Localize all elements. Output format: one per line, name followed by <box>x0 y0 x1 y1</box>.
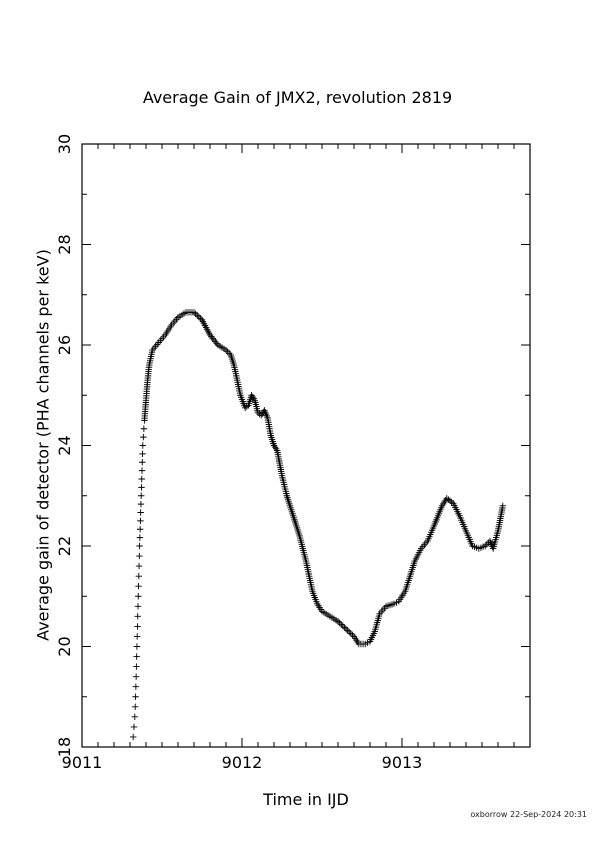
data-point <box>130 733 137 741</box>
data-point <box>339 622 346 630</box>
data-point <box>248 392 255 399</box>
data-point <box>197 315 204 322</box>
data-point <box>134 613 141 620</box>
data-point <box>132 683 140 690</box>
data-point <box>499 502 506 509</box>
data-point <box>272 445 280 453</box>
data-point <box>132 693 139 700</box>
data-point <box>349 631 356 639</box>
data-point <box>134 623 141 630</box>
data-point <box>132 703 139 710</box>
data-point <box>137 500 145 508</box>
data-point <box>344 627 351 634</box>
data-point <box>194 312 201 319</box>
data-point <box>135 593 142 600</box>
data-point <box>136 534 144 541</box>
data-point <box>271 443 279 451</box>
data-point <box>136 552 143 560</box>
y-tick-label: 20 <box>55 636 74 656</box>
data-point <box>226 350 233 357</box>
data-point <box>210 336 218 344</box>
data-point <box>134 603 142 610</box>
data-point <box>135 562 143 570</box>
data-point <box>338 621 345 628</box>
chart-title: Average Gain of JMX2, revolution 2819 <box>142 88 453 107</box>
data-point <box>136 542 143 550</box>
data-point <box>224 348 231 355</box>
x-axis-label: Time in IJD <box>263 790 349 809</box>
data-point <box>346 628 353 636</box>
plot-frame <box>81 143 531 748</box>
data-point <box>140 425 148 432</box>
data-point <box>270 442 278 449</box>
x-tick-label: 9011 <box>62 753 103 772</box>
data-point <box>138 492 145 499</box>
y-tick-label: 26 <box>55 335 74 355</box>
x-tick-label: 9012 <box>222 753 263 772</box>
y-tick-label: 28 <box>55 234 74 254</box>
x-tick-label: 9013 <box>382 753 423 772</box>
data-point <box>208 333 215 340</box>
data-point <box>206 331 214 339</box>
data-point <box>482 542 489 550</box>
footer-stamp: oxborrow 22-Sep-2024 20:31 <box>470 810 587 819</box>
data-point <box>212 338 219 345</box>
data-point <box>139 442 146 449</box>
data-point <box>243 403 250 410</box>
data-point <box>135 583 142 590</box>
data-point <box>133 653 140 660</box>
data-point <box>132 673 140 680</box>
data-point <box>131 713 138 721</box>
data-point <box>250 395 257 402</box>
y-tick-label: 24 <box>55 435 74 455</box>
data-point <box>139 459 146 466</box>
data-point <box>192 310 199 318</box>
data-point <box>249 393 256 401</box>
data-point <box>222 346 230 354</box>
y-tick-label: 18 <box>55 737 74 757</box>
data-point <box>137 509 144 516</box>
data-point <box>341 624 348 631</box>
data-point <box>138 475 145 483</box>
data-point <box>133 643 141 650</box>
data-point <box>448 498 455 506</box>
data-point <box>342 625 350 633</box>
y-tick-label: 22 <box>55 536 74 556</box>
data-point <box>137 517 144 525</box>
data-point <box>347 630 354 637</box>
data-point <box>334 618 342 625</box>
data-point <box>258 412 265 419</box>
data-point <box>195 313 202 321</box>
data-point <box>336 619 343 627</box>
data-point <box>190 309 198 316</box>
data-point <box>138 467 146 474</box>
y-tick-label: 30 <box>55 134 74 154</box>
data-point <box>209 335 216 342</box>
data-point <box>140 433 147 441</box>
data-point <box>138 484 145 491</box>
data-point <box>136 526 144 533</box>
data-point <box>139 450 146 458</box>
data-point <box>213 340 220 347</box>
data-point <box>130 723 138 731</box>
data-point <box>133 663 140 670</box>
data-point <box>134 633 141 640</box>
data-point <box>135 572 142 580</box>
